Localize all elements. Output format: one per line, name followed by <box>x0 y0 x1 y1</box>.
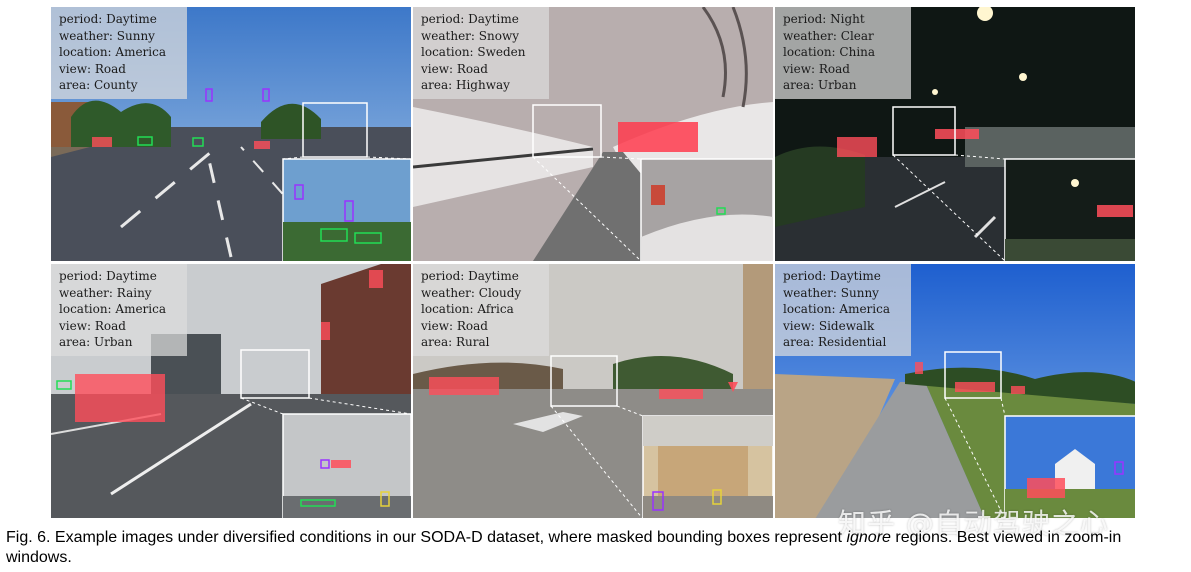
panel-daytime-snowy-highway: period: Daytime weather: Snowy location:… <box>413 7 773 261</box>
view-label: view: Road <box>783 61 850 76</box>
panel-daytime-cloudy-rural: period: Daytime weather: Cloudy location… <box>413 264 773 518</box>
caption-text-end: regions. Best viewed in zoom-in windows. <box>6 529 1122 566</box>
figure-image-grid: period: Daytime weather: Sunny location:… <box>51 7 1136 519</box>
period-label: period: Daytime <box>421 12 519 26</box>
weather-label: weather: Sunny <box>783 285 879 300</box>
panel-daytime-rainy-urban: period: Daytime weather: Rainy location:… <box>51 264 411 518</box>
weather-label: weather: Snowy <box>421 28 519 43</box>
scene-sunny-county-road <box>51 7 411 261</box>
condition-caption: period: Daytime weather: Rainy location:… <box>51 264 187 356</box>
location-label: location: America <box>783 302 891 316</box>
area-label: area: Urban <box>783 78 857 92</box>
condition-caption: period: Night weather: Clear location: C… <box>775 7 911 99</box>
caption-emphasis: ignore <box>846 529 891 546</box>
period-label: period: Daytime <box>783 269 881 283</box>
panel-daytime-sunny-residential: period: Daytime weather: Sunny location:… <box>775 264 1135 518</box>
condition-caption: period: Daytime weather: Cloudy location… <box>413 264 549 356</box>
weather-label: weather: Sunny <box>59 28 155 43</box>
area-label: area: Residential <box>783 335 887 349</box>
figure-caption: Fig. 6. Example images under diversified… <box>6 528 1186 568</box>
condition-caption: period: Daytime weather: Sunny location:… <box>51 7 187 99</box>
weather-label: weather: Rainy <box>59 285 152 300</box>
panel-daytime-sunny-county: period: Daytime weather: Sunny location:… <box>51 7 411 261</box>
period-label: period: Daytime <box>59 12 157 26</box>
area-label: area: Rural <box>421 335 490 349</box>
view-label: view: Road <box>421 61 488 76</box>
period-label: period: Daytime <box>421 269 519 283</box>
area-label: area: Urban <box>59 335 133 349</box>
location-label: location: America <box>59 302 167 316</box>
watermark: 知乎 @自动驾驶之心 <box>838 507 1109 540</box>
location-label: location: Africa <box>421 302 514 316</box>
location-label: location: Sweden <box>421 45 526 59</box>
period-label: period: Night <box>783 12 865 26</box>
location-label: location: America <box>59 45 167 59</box>
view-label: view: Road <box>421 318 488 333</box>
caption-text: Fig. 6. Example images under diversified… <box>6 529 847 546</box>
condition-caption: period: Daytime weather: Snowy location:… <box>413 7 549 99</box>
period-label: period: Daytime <box>59 269 157 283</box>
view-label: view: Road <box>59 318 126 333</box>
scene-snowy-highway <box>413 7 773 261</box>
area-label: area: Highway <box>421 78 510 92</box>
panel-night-clear-urban: period: Night weather: Clear location: C… <box>775 7 1135 261</box>
scene-cloudy-rural-road <box>413 264 773 518</box>
area-label: area: County <box>59 78 138 92</box>
view-label: view: Sidewalk <box>783 318 875 333</box>
weather-label: weather: Cloudy <box>421 285 522 300</box>
location-label: location: China <box>783 45 876 59</box>
view-label: view: Road <box>59 61 126 76</box>
scene-sunny-residential-sidewalk <box>775 264 1135 518</box>
weather-label: weather: Clear <box>783 28 874 43</box>
condition-caption: period: Daytime weather: Sunny location:… <box>775 264 911 356</box>
